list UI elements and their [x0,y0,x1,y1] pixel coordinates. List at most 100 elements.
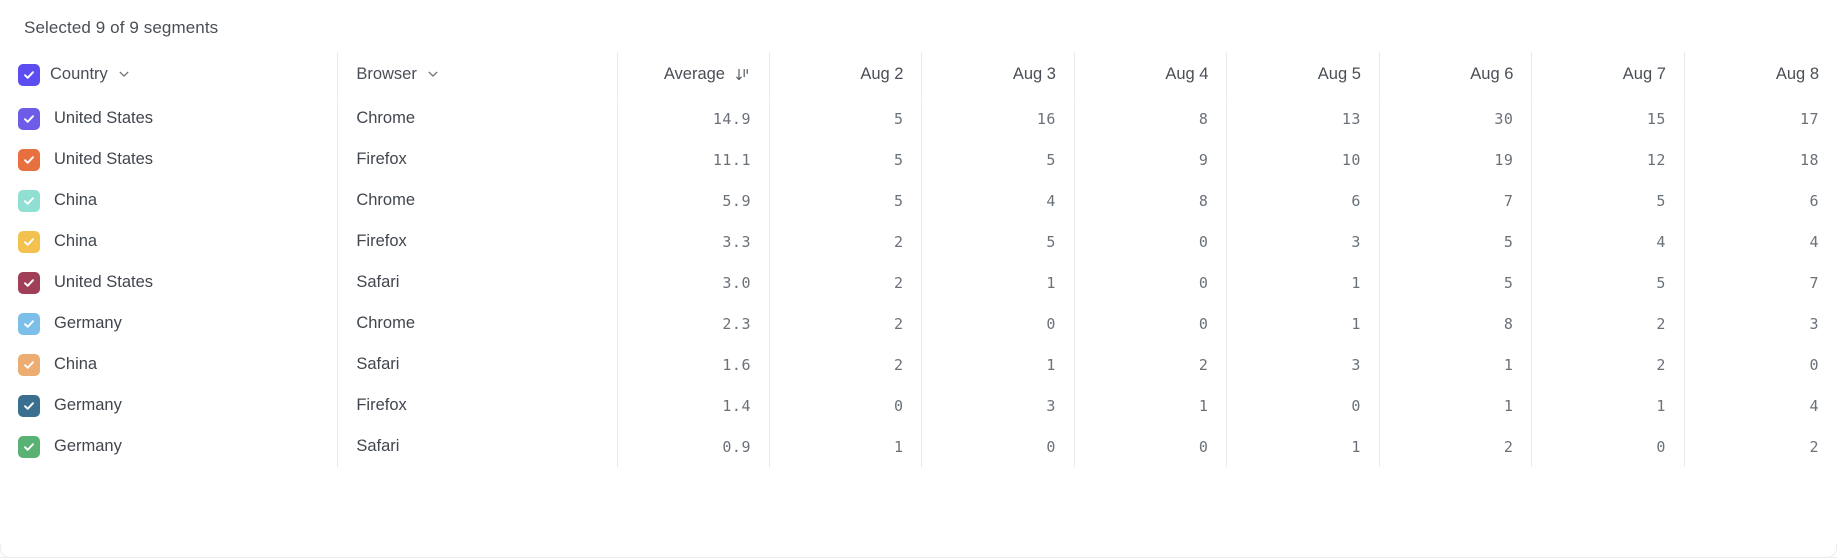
cell-country[interactable]: China [0,221,338,262]
cell-aug6: 19 [1378,139,1532,180]
cell-aug2: 2 [768,221,922,262]
table-row[interactable]: China Safari 1.6 2 1 2 3 1 2 0 [0,344,1837,385]
cell-aug7: 5 [1531,180,1685,221]
cell-country[interactable]: Germany [0,426,338,467]
column-header-aug8[interactable]: Aug 8 [1683,52,1837,99]
column-header-aug2[interactable]: Aug 2 [768,52,922,99]
browser-label: Firefox [356,232,407,250]
sort-descending-icon[interactable] [735,67,751,83]
cell-aug6: 1 [1378,385,1532,426]
cell-average: 3.3 [616,221,770,262]
segment-checkbox[interactable] [18,148,40,171]
cell-aug2: 2 [768,344,922,385]
cell-aug7: 1 [1531,385,1685,426]
cell-browser: Safari [337,262,617,303]
cell-aug3: 5 [921,221,1075,262]
country-label: United States [54,109,154,128]
segment-checkbox[interactable] [18,312,40,335]
cell-aug4: 0 [1073,221,1227,262]
column-header-average[interactable]: Average [616,52,770,99]
country-label: United States [54,150,154,168]
browser-label: Safari [356,437,400,455]
cell-aug4: 0 [1073,262,1227,303]
cell-average: 3.0 [616,262,770,303]
cell-browser: Chrome [337,303,617,344]
cell-country[interactable]: United States [0,262,338,303]
column-header-country[interactable]: Country [0,52,338,99]
cell-aug5: 3 [1226,344,1380,385]
segment-checkbox[interactable] [18,107,40,130]
table-body: United States Chrome 14.9 5 16 8 13 30 15 17 Unite… [0,98,1837,467]
cell-aug2: 5 [768,139,922,180]
cell-aug7: 5 [1531,262,1685,303]
table-row[interactable]: China Firefox 3.3 2 5 0 3 5 4 4 [0,221,1837,262]
cell-average: 0.9 [616,426,770,467]
chevron-down-icon[interactable] [427,68,439,80]
cell-aug8: 18 [1683,139,1837,180]
cell-average: 1.6 [616,344,770,385]
table-row[interactable]: Germany Safari 0.9 1 0 0 1 2 0 2 [0,426,1837,467]
segment-checkbox[interactable] [18,435,40,458]
column-header-browser[interactable]: Browser [337,52,617,99]
segment-checkbox[interactable] [18,271,40,294]
browser-label: Chrome [356,191,416,209]
cell-aug8: 3 [1683,303,1837,344]
column-header-country-label: Country [50,65,108,84]
column-header-aug4[interactable]: Aug 4 [1073,52,1227,99]
cell-aug6: 30 [1378,98,1532,139]
country-label: Germany [54,437,122,455]
table-row[interactable]: China Chrome 5.9 5 4 8 6 7 5 6 [0,180,1837,221]
cell-aug6: 1 [1378,344,1532,385]
cell-country[interactable]: Germany [0,385,338,426]
cell-country[interactable]: China [0,344,338,385]
segment-checkbox[interactable] [18,189,40,212]
select-all-checkbox[interactable] [18,63,40,86]
cell-aug3: 1 [921,262,1075,303]
segment-checkbox[interactable] [18,353,40,376]
table-row[interactable]: United States Safari 3.0 2 1 0 1 5 5 7 [0,262,1837,303]
cell-aug5: 3 [1226,221,1380,262]
cell-country[interactable]: China [0,180,338,221]
cell-aug3: 0 [921,303,1075,344]
segment-checkbox[interactable] [18,230,40,253]
cell-country[interactable]: Germany [0,303,338,344]
country-label: China [54,355,98,373]
panel-corner-left [0,544,14,558]
column-header-aug3[interactable]: Aug 3 [921,52,1075,99]
browser-label: Firefox [356,150,407,168]
table-row[interactable]: United States Firefox 11.1 5 5 9 10 19 12 18 [0,139,1837,180]
cell-average: 14.9 [616,98,770,139]
cell-aug3: 4 [921,180,1075,221]
column-header-aug7[interactable]: Aug 7 [1531,52,1685,99]
cell-country[interactable]: United States [0,98,338,139]
table-row[interactable]: United States Chrome 14.9 5 16 8 13 30 15 17 [0,98,1837,139]
cell-aug5: 6 [1226,180,1380,221]
selection-summary: Selected 9 of 9 segments [24,18,219,37]
table-row[interactable]: Germany Firefox 1.4 0 3 1 0 1 1 4 [0,385,1837,426]
cell-aug8: 0 [1683,344,1837,385]
table-row[interactable]: Germany Chrome 2.3 2 0 0 1 8 2 3 [0,303,1837,344]
segments-table: Country Browser [0,52,1837,467]
cell-aug3: 3 [921,385,1075,426]
cell-aug4: 1 [1073,385,1227,426]
cell-browser: Firefox [337,139,617,180]
country-label: Germany [54,314,122,332]
cell-country[interactable]: United States [0,139,338,180]
cell-aug2: 1 [768,426,922,467]
column-header-aug6[interactable]: Aug 6 [1378,52,1532,99]
column-header-aug5[interactable]: Aug 5 [1226,52,1380,99]
column-header-average-label: Average [663,65,725,84]
cell-average: 2.3 [616,303,770,344]
cell-average: 5.9 [616,180,770,221]
cell-aug3: 0 [921,426,1075,467]
browser-label: Safari [356,355,400,373]
cell-aug6: 8 [1378,303,1532,344]
cell-aug7: 4 [1531,221,1685,262]
chevron-down-icon[interactable] [118,68,130,80]
cell-aug4: 0 [1073,426,1227,467]
segment-checkbox[interactable] [18,394,40,417]
table-header: Country Browser [0,52,1837,99]
cell-aug6: 2 [1378,426,1532,467]
cell-aug8: 4 [1683,385,1837,426]
